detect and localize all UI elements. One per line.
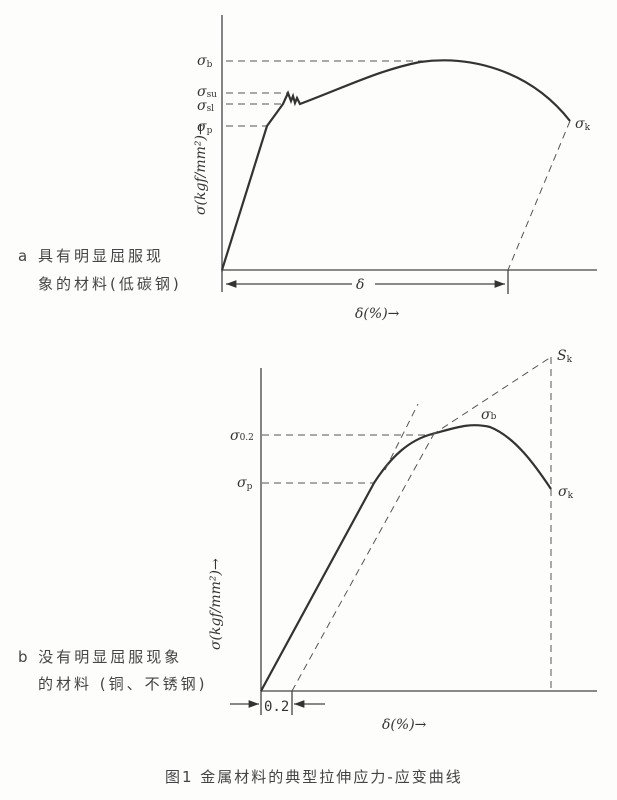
b-sigma-p-label: σp — [237, 475, 253, 492]
b-y-axis-label: σ(kgf/mm²)→ — [208, 558, 224, 650]
b-sk-label: Sk — [557, 348, 573, 365]
b-stress-strain-curve — [260, 424, 552, 692]
b-sigma-k-label: σk — [558, 484, 574, 501]
a-x-axis-label: δ(%)→ — [355, 306, 400, 322]
a-caption-line1: a 具有明显屈服现 — [18, 247, 164, 265]
a-sigma-p-label: σp — [197, 119, 213, 136]
a-caption-line2: 象的材料(低碳钢) — [38, 275, 182, 293]
b-caption-line1: b 没有明显屈服现象 — [18, 648, 183, 666]
a-stress-strain-curve — [220, 59, 571, 271]
a-sigma-sl-label: σsl — [197, 98, 214, 114]
panel-b-diagram: 0.2 σ0.2 σp σb σk Sk σ(kgf/mm²)→ δ(%)→ — [208, 348, 597, 733]
b-x-axis-label: δ(%)→ — [382, 717, 427, 733]
b-offset-label: 0.2 — [264, 699, 289, 715]
a-sigma-k-label: σk — [575, 116, 591, 133]
b-sk-line — [431, 356, 552, 436]
b-offset-line — [291, 429, 437, 692]
a-delta-label: δ — [356, 277, 364, 293]
b-sigma-02-label: σ0.2 — [230, 428, 254, 444]
b-tangent-line — [384, 403, 419, 471]
b-caption-line2: 的材料 (铜、不锈钢) — [38, 675, 208, 693]
b-sigma-b-label: σb — [481, 407, 497, 423]
figure-caption: 图1 金属材料的典型拉伸应力-应变曲线 — [165, 768, 463, 786]
a-y-axis-label: σ(kgf/mm²)→ — [193, 123, 209, 215]
a-sigma-su-label: σsu — [197, 84, 217, 100]
a-unload-line — [507, 120, 571, 271]
a-sigma-b-label: σb — [197, 53, 213, 70]
panel-a-diagram: δ σb σsu σsl σp σk σ(kgf/mm²)→ δ(%)→ — [193, 15, 597, 322]
